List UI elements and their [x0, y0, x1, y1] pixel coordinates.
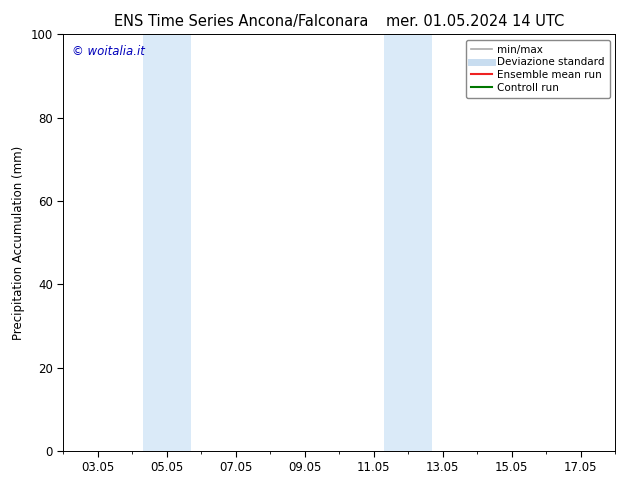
Bar [143, 34, 191, 451]
Text: ENS Time Series Ancona/Falconara: ENS Time Series Ancona/Falconara [113, 14, 368, 29]
Bar [384, 34, 432, 451]
Y-axis label: Precipitation Accumulation (mm): Precipitation Accumulation (mm) [12, 146, 25, 340]
Text: © woitalia.it: © woitalia.it [72, 45, 145, 58]
Legend: min/max, Deviazione standard, Ensemble mean run, Controll run: min/max, Deviazione standard, Ensemble m… [466, 40, 610, 98]
Text: mer. 01.05.2024 14 UTC: mer. 01.05.2024 14 UTC [386, 14, 565, 29]
